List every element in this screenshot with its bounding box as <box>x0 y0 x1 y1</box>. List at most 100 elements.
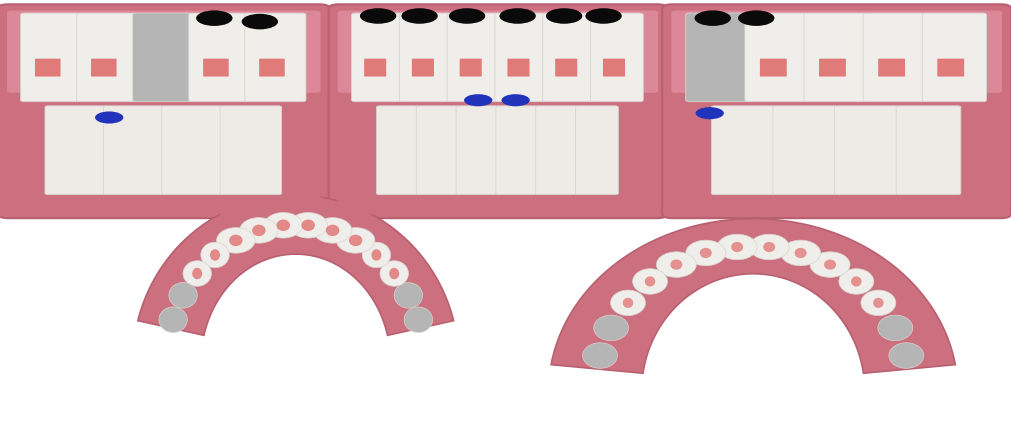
Ellipse shape <box>763 242 775 252</box>
FancyBboxPatch shape <box>460 59 481 76</box>
FancyBboxPatch shape <box>495 106 539 194</box>
FancyBboxPatch shape <box>536 106 578 194</box>
Circle shape <box>501 94 530 106</box>
FancyBboxPatch shape <box>7 103 320 214</box>
FancyBboxPatch shape <box>338 103 658 214</box>
Ellipse shape <box>277 219 290 231</box>
Ellipse shape <box>337 228 375 253</box>
FancyBboxPatch shape <box>555 59 577 76</box>
Ellipse shape <box>810 252 850 277</box>
Circle shape <box>738 10 774 26</box>
Circle shape <box>196 10 233 26</box>
FancyBboxPatch shape <box>922 13 987 102</box>
FancyBboxPatch shape <box>671 11 1002 93</box>
Ellipse shape <box>380 261 408 286</box>
Ellipse shape <box>301 219 314 231</box>
FancyBboxPatch shape <box>338 11 658 93</box>
Ellipse shape <box>313 218 352 243</box>
FancyBboxPatch shape <box>671 103 1002 214</box>
Circle shape <box>242 14 278 29</box>
FancyBboxPatch shape <box>44 106 106 194</box>
Ellipse shape <box>389 268 399 279</box>
FancyBboxPatch shape <box>575 106 619 194</box>
FancyBboxPatch shape <box>364 59 386 76</box>
Ellipse shape <box>326 225 340 236</box>
Ellipse shape <box>201 242 229 268</box>
Ellipse shape <box>645 276 655 286</box>
FancyBboxPatch shape <box>77 13 137 102</box>
Ellipse shape <box>394 283 423 308</box>
FancyBboxPatch shape <box>411 59 434 76</box>
Circle shape <box>695 10 731 26</box>
Ellipse shape <box>240 218 278 243</box>
FancyBboxPatch shape <box>20 13 82 102</box>
Ellipse shape <box>192 268 202 279</box>
FancyBboxPatch shape <box>590 13 643 102</box>
FancyBboxPatch shape <box>603 59 625 76</box>
Ellipse shape <box>371 249 381 260</box>
FancyBboxPatch shape <box>662 4 1011 218</box>
FancyBboxPatch shape <box>508 59 530 76</box>
FancyBboxPatch shape <box>760 59 787 76</box>
FancyBboxPatch shape <box>745 13 809 102</box>
FancyBboxPatch shape <box>245 13 306 102</box>
Ellipse shape <box>731 242 743 252</box>
Ellipse shape <box>159 307 187 333</box>
Ellipse shape <box>824 260 836 270</box>
FancyBboxPatch shape <box>543 13 595 102</box>
FancyBboxPatch shape <box>712 106 776 194</box>
Circle shape <box>449 8 485 24</box>
FancyBboxPatch shape <box>399 13 452 102</box>
FancyBboxPatch shape <box>896 106 960 194</box>
FancyBboxPatch shape <box>0 4 330 218</box>
Ellipse shape <box>289 213 328 238</box>
PathPatch shape <box>551 219 955 373</box>
Ellipse shape <box>349 235 362 246</box>
FancyBboxPatch shape <box>220 106 281 194</box>
Circle shape <box>464 94 492 106</box>
FancyBboxPatch shape <box>91 59 116 76</box>
Ellipse shape <box>210 249 220 260</box>
PathPatch shape <box>137 195 454 335</box>
Ellipse shape <box>229 235 243 246</box>
Ellipse shape <box>633 269 667 294</box>
Ellipse shape <box>593 315 629 341</box>
FancyBboxPatch shape <box>352 13 404 102</box>
Circle shape <box>401 8 438 24</box>
Circle shape <box>360 8 396 24</box>
Ellipse shape <box>623 298 633 308</box>
FancyBboxPatch shape <box>259 59 285 76</box>
FancyBboxPatch shape <box>456 106 499 194</box>
FancyBboxPatch shape <box>879 59 905 76</box>
FancyBboxPatch shape <box>685 13 750 102</box>
FancyBboxPatch shape <box>819 59 846 76</box>
Ellipse shape <box>839 269 874 294</box>
Ellipse shape <box>264 213 302 238</box>
FancyBboxPatch shape <box>804 13 868 102</box>
Ellipse shape <box>611 290 645 316</box>
Ellipse shape <box>362 242 390 268</box>
Ellipse shape <box>874 298 884 308</box>
FancyBboxPatch shape <box>189 13 250 102</box>
Ellipse shape <box>861 290 896 316</box>
Circle shape <box>585 8 622 24</box>
Ellipse shape <box>878 315 913 341</box>
FancyBboxPatch shape <box>329 4 667 218</box>
Ellipse shape <box>717 234 757 260</box>
Ellipse shape <box>183 261 211 286</box>
Ellipse shape <box>851 276 861 286</box>
Ellipse shape <box>169 283 197 308</box>
FancyBboxPatch shape <box>203 59 228 76</box>
Ellipse shape <box>795 248 807 258</box>
FancyBboxPatch shape <box>447 13 500 102</box>
Ellipse shape <box>700 248 712 258</box>
Ellipse shape <box>685 240 726 266</box>
FancyBboxPatch shape <box>863 13 927 102</box>
Ellipse shape <box>780 240 821 266</box>
FancyBboxPatch shape <box>937 59 964 76</box>
FancyBboxPatch shape <box>417 106 459 194</box>
Circle shape <box>696 107 724 119</box>
Ellipse shape <box>252 225 266 236</box>
Ellipse shape <box>582 343 618 368</box>
FancyBboxPatch shape <box>35 59 61 76</box>
